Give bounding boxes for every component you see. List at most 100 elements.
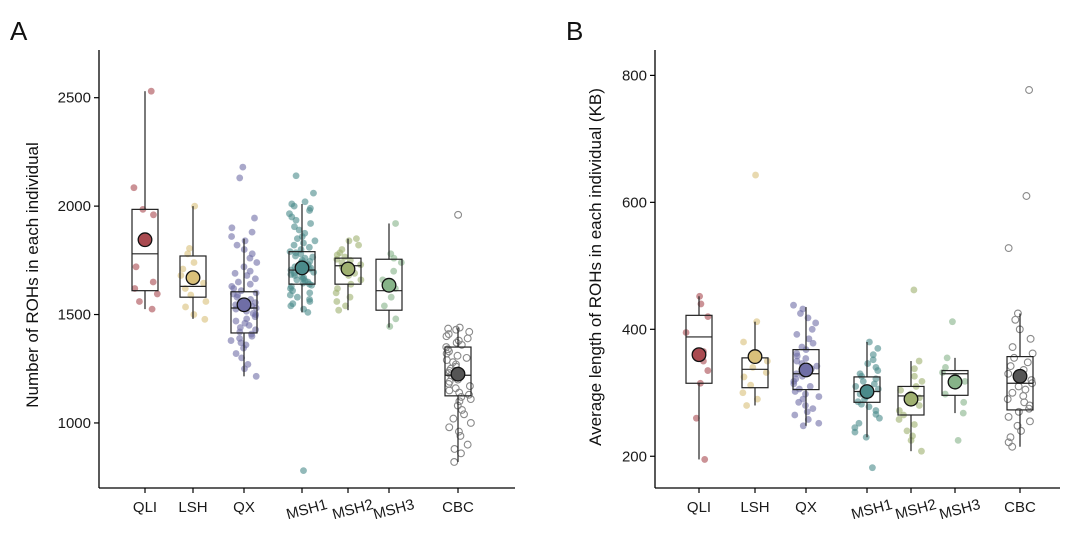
data-point — [445, 386, 454, 395]
data-point — [253, 259, 261, 266]
data-point — [239, 163, 247, 171]
y-tick-label: 2000 — [58, 198, 91, 215]
data-point — [802, 355, 810, 362]
data-point — [245, 321, 253, 329]
data-point — [866, 338, 873, 346]
panel-a-letter: A — [10, 16, 28, 46]
data-point — [911, 372, 918, 380]
data-point — [136, 298, 143, 305]
data-point — [345, 237, 353, 245]
data-point — [333, 298, 341, 305]
data-point — [445, 423, 454, 432]
data-point — [851, 428, 859, 436]
y-tick-label: 600 — [622, 194, 647, 211]
data-point — [292, 172, 300, 180]
x-tick-label: MSH3 — [938, 496, 983, 523]
data-point — [177, 272, 185, 279]
data-point — [293, 276, 301, 284]
mean-marker — [340, 261, 356, 277]
data-point — [1023, 358, 1032, 367]
data-point — [864, 360, 872, 367]
data-point — [252, 372, 260, 380]
x-tick-label: QX — [233, 499, 255, 516]
data-point — [233, 293, 241, 301]
data-point — [179, 265, 187, 273]
box-iqr — [792, 349, 820, 391]
data-point — [868, 464, 876, 472]
data-point — [959, 409, 967, 417]
data-point — [341, 253, 349, 261]
data-point — [442, 332, 451, 341]
panel-a-y-axis-title: Number of ROHs in each individual — [23, 142, 42, 408]
data-point — [704, 313, 712, 321]
x-tick-label: LSH — [178, 499, 207, 516]
data-point — [1004, 369, 1013, 378]
y-tick-label: 800 — [622, 67, 647, 84]
data-point — [897, 386, 904, 394]
data-point — [869, 351, 877, 359]
x-tick-label: LSH — [740, 499, 769, 516]
data-point — [457, 405, 466, 414]
data-point — [1006, 362, 1015, 371]
data-point — [1008, 388, 1017, 397]
x-tick-label: QX — [795, 499, 817, 516]
data-point — [915, 402, 923, 409]
x-tick-label: MSH2 — [331, 496, 376, 523]
data-point — [251, 214, 258, 222]
data-point — [248, 228, 256, 236]
mean-marker — [798, 362, 814, 378]
data-point — [233, 241, 241, 249]
data-point — [234, 278, 242, 286]
data-point — [450, 445, 459, 453]
data-point — [463, 440, 472, 449]
data-point — [1017, 426, 1025, 435]
data-point — [942, 363, 949, 371]
data-point — [386, 323, 394, 330]
data-point — [450, 458, 459, 466]
data-point — [806, 383, 814, 390]
data-point — [1025, 417, 1034, 426]
data-point — [793, 330, 801, 338]
y-tick-label: 2500 — [58, 90, 91, 107]
data-point — [355, 241, 362, 249]
data-point — [918, 447, 925, 455]
data-point — [762, 369, 770, 376]
data-point — [190, 311, 198, 318]
data-point — [332, 289, 340, 297]
box-iqr — [230, 291, 258, 334]
data-point — [149, 278, 157, 286]
mean-marker — [185, 270, 201, 286]
mean-marker — [903, 391, 919, 407]
data-point — [918, 377, 926, 385]
data-point — [390, 254, 398, 262]
data-point — [815, 393, 823, 400]
data-point — [147, 87, 155, 95]
data-point — [949, 318, 956, 326]
data-point — [231, 269, 239, 277]
data-point — [753, 395, 761, 403]
mean-marker — [450, 366, 466, 382]
data-point — [466, 395, 475, 404]
box-iqr — [288, 251, 316, 285]
data-point — [290, 241, 298, 249]
data-point — [1008, 442, 1017, 451]
data-point — [1004, 412, 1013, 421]
data-point — [286, 291, 294, 299]
data-point — [815, 419, 823, 427]
data-point — [300, 467, 307, 475]
data-point — [460, 410, 468, 419]
data-point — [803, 408, 811, 416]
data-point — [696, 292, 704, 300]
data-point — [876, 414, 883, 422]
data-point — [1022, 192, 1031, 200]
data-point — [862, 433, 870, 441]
data-point — [305, 243, 313, 251]
box-iqr — [941, 369, 969, 396]
data-point — [463, 334, 472, 343]
data-point — [859, 377, 867, 385]
mean-marker — [294, 260, 310, 276]
data-point — [444, 330, 453, 338]
data-point — [743, 402, 751, 409]
data-point — [310, 189, 317, 197]
box-iqr — [334, 257, 362, 285]
